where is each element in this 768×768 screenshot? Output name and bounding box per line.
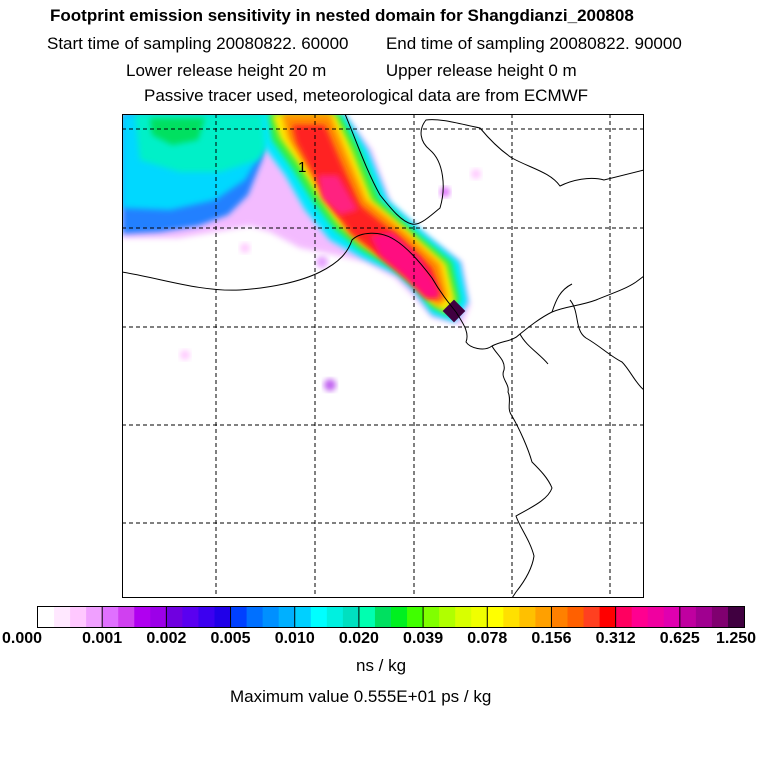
color-bar-segment (487, 607, 504, 627)
color-bar-segment (150, 607, 167, 627)
color-bar-tick-label: 0.020 (338, 630, 379, 647)
color-bar-segment (198, 607, 216, 627)
color-bar-segment (391, 607, 408, 627)
color-bar-segment (455, 607, 472, 627)
color-bar-segment (695, 607, 713, 627)
lower-release-height-label: Lower release height 20 m (126, 61, 327, 80)
color-bar-tick-label: 0.312 (595, 630, 636, 647)
color-bar-segment (663, 607, 681, 627)
color-bar-segment (326, 607, 344, 627)
color-bar-segment (262, 607, 280, 627)
start-time-label: Start time of sampling 20080822. 60000 (47, 34, 349, 53)
upper-release-height-label: Upper release height 0 m (385, 61, 577, 80)
color-bar-tick-label: 0.000 (1, 630, 43, 647)
color-bar-segment (70, 607, 87, 627)
plot-title: Footprint emission sensitivity in nested… (50, 6, 634, 25)
color-bar-segment (278, 607, 296, 627)
color-bar-tick-label: 0.001 (82, 630, 123, 647)
color-bar-segment (535, 607, 553, 627)
color-bar-segment (342, 607, 360, 627)
units-label: ns / kg (356, 656, 407, 675)
end-time-label: End time of sampling 20080822. 90000 (385, 34, 682, 53)
color-bar-segment (471, 607, 488, 627)
color-bar-segment (230, 607, 248, 627)
color-bar-tick-label: 0.039 (403, 630, 444, 647)
color-bar-segment (423, 607, 440, 627)
color-bar-tick-label: 0.002 (146, 630, 187, 647)
color-bar-segment (214, 607, 232, 627)
color-bar-segment (519, 607, 537, 627)
color-bar-segment (711, 607, 729, 627)
color-bar-tick-label: 0.010 (274, 630, 315, 647)
release-site-marker (442, 299, 466, 323)
color-bar-segment (599, 607, 617, 627)
lat-lon-grid (122, 114, 644, 598)
color-bar-tick-label: 0.005 (210, 630, 251, 647)
color-bar-segment (246, 607, 264, 627)
color-bar-segment (439, 607, 456, 627)
color-bar-tick-label: 0.625 (659, 630, 700, 647)
color-bar-segment (38, 607, 55, 627)
color-bar-segment (166, 607, 184, 627)
color-bar-tick-label: 0.156 (531, 630, 572, 647)
color-bar-segment (102, 607, 119, 627)
color-bar-segment (310, 607, 328, 627)
sampling-time-line: Start time of sampling 20080822. 60000 E… (47, 34, 682, 54)
maximum-value-label: Maximum value 0.555E+01 ps / kg (230, 687, 492, 706)
color-bar-segment (86, 607, 103, 627)
color-bar-tick-label: 1.250 (715, 630, 757, 647)
color-bar-segment (551, 607, 569, 627)
color-bar-segment (679, 607, 697, 627)
color-bar-segment (583, 607, 601, 627)
color-bar-segment (358, 607, 376, 627)
plume-layer (122, 114, 481, 391)
color-bar-segment (647, 607, 665, 627)
color-bar-segment (118, 607, 135, 627)
color-bar-segment (374, 607, 392, 627)
map-frame (122, 114, 644, 598)
tracer-info: Passive tracer used, meteorological data… (144, 86, 589, 105)
color-bar-segment (182, 607, 200, 627)
color-bar-segment (407, 607, 424, 627)
color-bar-segment (134, 607, 151, 627)
coastlines (122, 114, 644, 598)
release-height-line: Lower release height 20 m Upper release … (126, 61, 577, 81)
color-bar-segment (615, 607, 633, 627)
color-bar-segment (294, 607, 312, 627)
color-bar-segment (727, 607, 745, 627)
color-bar-frame (37, 606, 745, 628)
plume-label: 1 (298, 159, 306, 176)
color-bar-segment (567, 607, 585, 627)
color-bar-segment (631, 607, 649, 627)
color-bar-tick-label: 0.078 (467, 630, 508, 647)
color-bar-segment (54, 607, 71, 627)
color-bar (38, 607, 745, 627)
color-bar-segment (503, 607, 520, 627)
